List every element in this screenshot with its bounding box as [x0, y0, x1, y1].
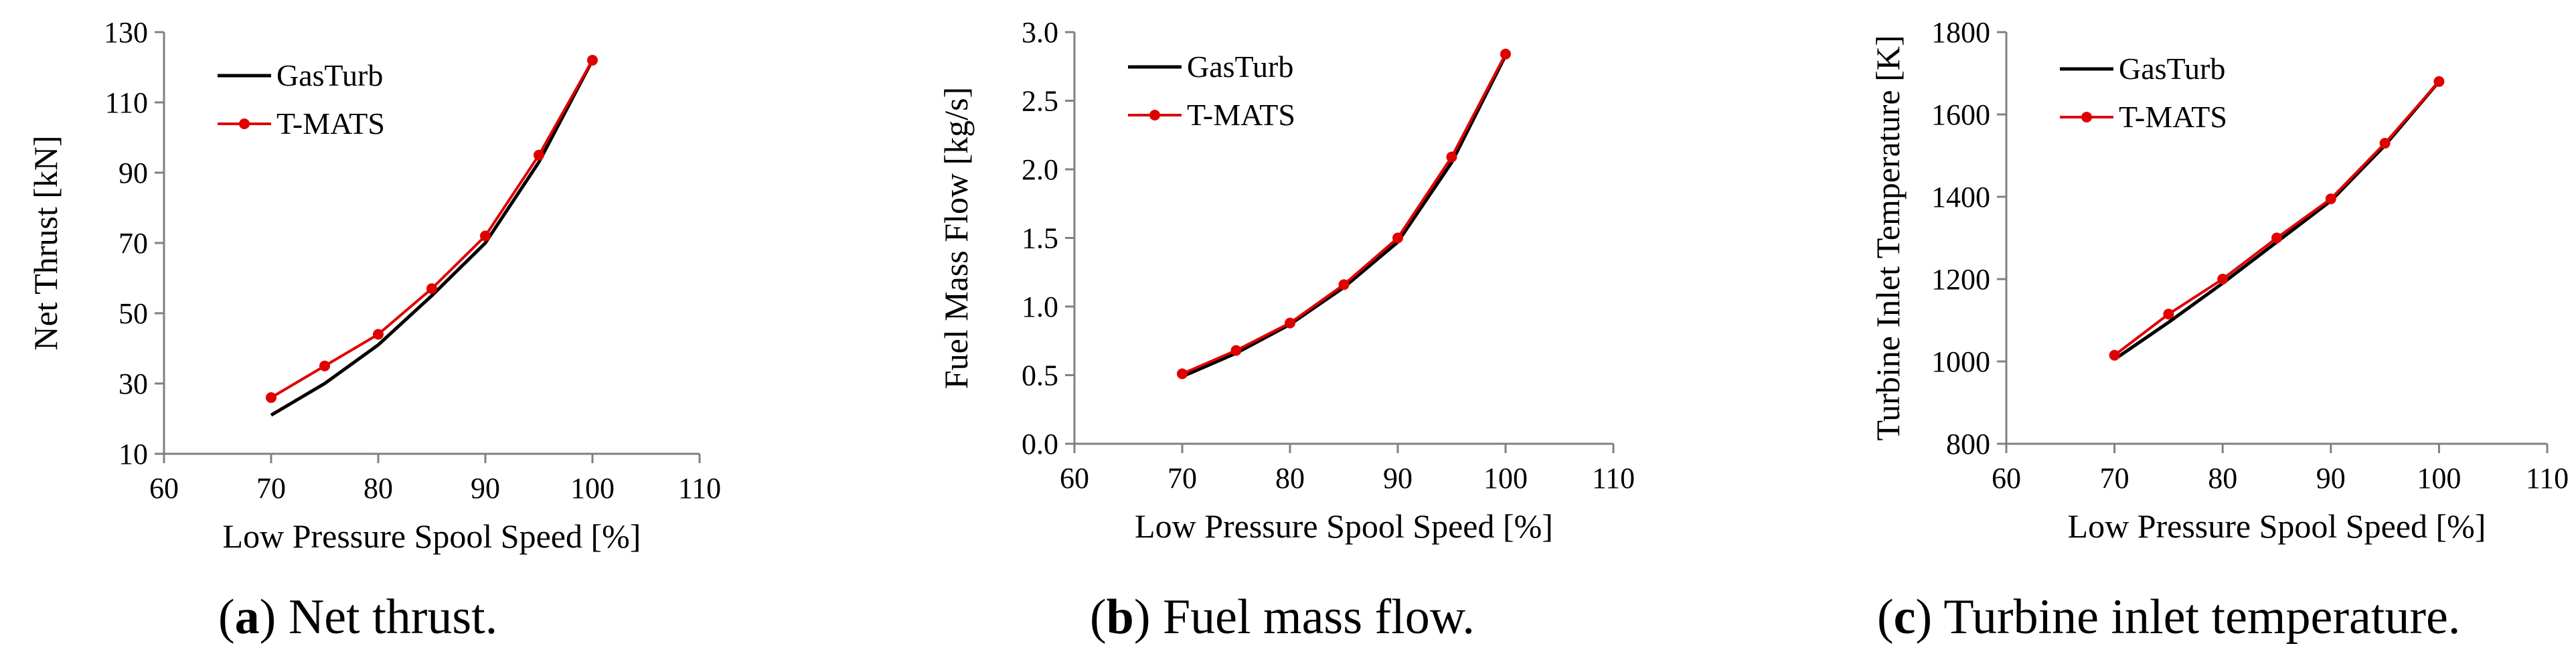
legend-label-gasturb-a: GasTurb: [276, 58, 383, 92]
x-tick-label-a: 110: [678, 472, 721, 505]
y-tick-label-b: 3.0: [1022, 16, 1058, 49]
caption-text-c: Turbine inlet temperature.: [1932, 590, 2461, 645]
data-point-t-mats-b: [1177, 368, 1188, 380]
y-tick-label-a: 30: [118, 367, 148, 400]
data-point-t-mats-a: [587, 55, 598, 66]
x-tick-label-c: 70: [2100, 462, 2129, 495]
x-tick-label-b: 80: [1275, 462, 1305, 495]
x-tick-label-c: 60: [1992, 462, 2021, 495]
legend-marker-t-mats-b: [1149, 110, 1160, 120]
chart-caption-c: (c) Turbine inlet temperature.: [1877, 590, 2461, 645]
caption-letter-a: a: [234, 590, 260, 645]
data-point-t-mats-c: [2325, 193, 2336, 205]
chart-caption-a: (a) Net thrust.: [218, 590, 498, 645]
y-axis-label-a: Net Thrust [kN]: [27, 135, 64, 350]
data-point-t-mats-a: [319, 360, 330, 371]
y-tick-label-a: 130: [104, 16, 148, 49]
data-point-t-mats-c: [2379, 138, 2391, 149]
x-tick-label-a: 100: [570, 472, 615, 505]
y-tick-label-a: 70: [118, 227, 148, 260]
y-axis-label-b: Fuel Mass Flow [kg/s]: [937, 87, 975, 389]
y-tick-label-a: 90: [118, 157, 148, 189]
x-tick-label-a: 90: [471, 472, 500, 505]
chart-caption-b: (b) Fuel mass flow.: [1090, 590, 1475, 645]
data-point-t-mats-b: [1338, 279, 1350, 290]
data-point-t-mats-c: [2271, 232, 2282, 244]
legend-label-t-mats-b: T-MATS: [1187, 98, 1295, 132]
data-point-t-mats-a: [373, 329, 384, 340]
y-tick-label-a: 110: [105, 86, 148, 119]
x-tick-label-a: 80: [364, 472, 393, 505]
chart-panel-b: 0.0 0.5 1.0 1.5 2.0 2.5 3.0 60 70 80 90 100 110 Low P…: [870, 0, 1707, 672]
y-tick-label-a: 50: [118, 297, 148, 330]
y-tick-label-c: 1600: [1931, 98, 1990, 131]
legend-marker-t-mats-a: [239, 118, 250, 129]
data-point-t-mats-a: [426, 283, 437, 295]
x-tick-label-b: 110: [1592, 462, 1635, 495]
x-axis-label-a: Low Pressure Spool Speed [%]: [223, 517, 641, 555]
x-tick-label-a: 70: [256, 472, 286, 505]
caption-letter-b: b: [1106, 590, 1134, 645]
data-point-t-mats-c: [2163, 309, 2174, 320]
legend-label-t-mats-a: T-MATS: [276, 106, 385, 141]
chart-svg-b: 0.0 0.5 1.0 1.5 2.0 2.5 3.0 60 70 80 90 100 110 Low P…: [937, 16, 1635, 545]
caption-text-b: Fuel mass flow.: [1150, 590, 1475, 645]
x-tick-label-b: 70: [1168, 462, 1197, 495]
data-point-t-mats-c: [2217, 274, 2229, 284]
chart-svg-a: 10 30 50 70 90 110 130 60 70 80 90 100 110 Low Pressu…: [27, 16, 721, 555]
y-tick-label-c: 1200: [1931, 263, 1990, 296]
data-point-t-mats-b: [1392, 232, 1403, 244]
y-tick-label-b: 2.0: [1022, 153, 1058, 186]
x-tick-label-c: 100: [2417, 462, 2461, 495]
y-tick-label-b: 1.0: [1022, 290, 1058, 323]
legend-label-gasturb-c: GasTurb: [2119, 52, 2225, 86]
data-point-t-mats-b: [1230, 345, 1242, 356]
x-tick-label-c: 80: [2208, 462, 2237, 495]
data-point-t-mats-b: [1446, 151, 1457, 163]
y-tick-label-c: 1400: [1931, 181, 1990, 214]
legend-label-t-mats-c: T-MATS: [2119, 100, 2227, 134]
y-tick-label-c: 1800: [1931, 16, 1990, 49]
caption-letter-c: c: [1893, 590, 1916, 645]
data-point-t-mats-a: [480, 230, 491, 242]
legend-label-gasturb-b: GasTurb: [1187, 50, 1293, 84]
y-tick-label-b: 1.5: [1022, 222, 1058, 255]
y-tick-label-b: 2.5: [1022, 85, 1058, 118]
x-tick-label-b: 90: [1383, 462, 1413, 495]
chart-panel-c: 800 1000 1200 1400 1600 1800 60 70 80 90 100 110 Low…: [1794, 0, 2576, 672]
y-tick-label-b: 0.0: [1022, 428, 1058, 460]
data-point-t-mats-b: [1500, 48, 1511, 60]
data-point-t-mats-c: [2109, 349, 2120, 361]
x-tick-label-c: 110: [2526, 462, 2569, 495]
x-axis-label-c: Low Pressure Spool Speed [%]: [2068, 507, 2486, 545]
x-tick-label-b: 60: [1060, 462, 1089, 495]
data-point-t-mats-a: [266, 392, 276, 403]
y-tick-label-a: 10: [118, 438, 148, 471]
y-tick-label-b: 0.5: [1022, 359, 1058, 392]
x-tick-label-a: 60: [149, 472, 179, 505]
y-tick-label-c: 800: [1946, 428, 1990, 460]
series-line-gasturb-a: [270, 59, 594, 417]
caption-text-a: Net thrust.: [276, 590, 498, 645]
legend-marker-t-mats-c: [2081, 112, 2092, 122]
data-point-t-mats-b: [1285, 317, 1295, 329]
y-tick-label-c: 1000: [1931, 345, 1990, 378]
x-tick-label-c: 90: [2316, 462, 2346, 495]
y-axis-label-c: Turbine Inlet Temperature [K]: [1869, 35, 1907, 440]
chart-panel-a: 10 30 50 70 90 110 130 60 70 80 90 100 110 Low Pressu…: [0, 0, 837, 672]
data-point-t-mats-a: [534, 149, 544, 161]
data-point-t-mats-c: [2433, 76, 2445, 87]
x-tick-label-b: 100: [1483, 462, 1528, 495]
x-axis-label-b: Low Pressure Spool Speed [%]: [1135, 507, 1553, 545]
chart-svg-c: 800 1000 1200 1400 1600 1800 60 70 80 90 100 110 Low…: [1869, 16, 2569, 545]
